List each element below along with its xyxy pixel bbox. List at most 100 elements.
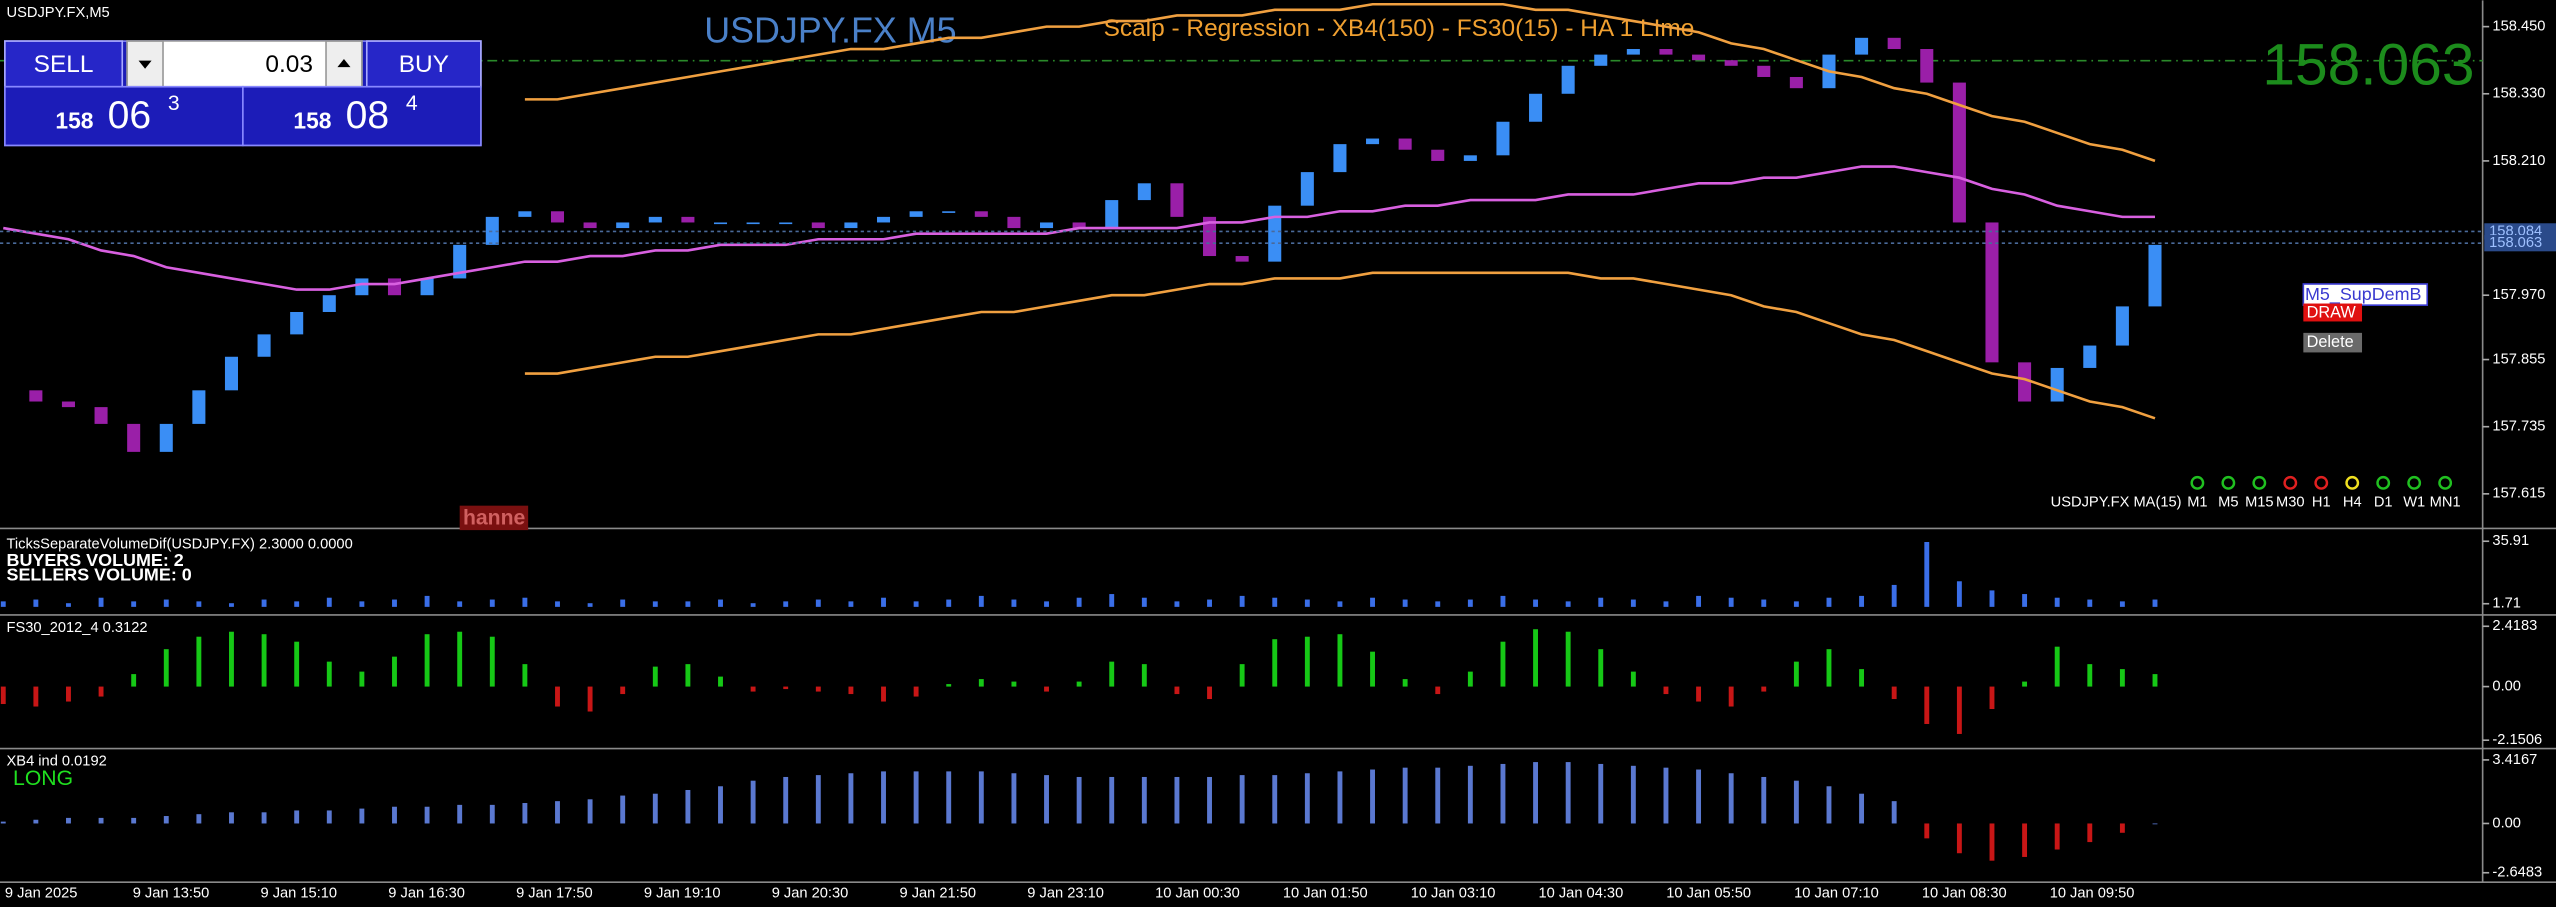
xb4-title: XB4 ind 0.0192: [7, 753, 107, 769]
object-name-box[interactable]: [2302, 283, 2429, 306]
buy-button[interactable]: [365, 40, 482, 88]
histogram-bar: [2087, 823, 2093, 843]
timeframe-label: M15: [2245, 494, 2274, 510]
candle: [1757, 65, 1771, 77]
histogram-bar: [718, 599, 723, 607]
candle: [616, 222, 630, 229]
histogram-bar: [848, 601, 854, 607]
arrow-down: [138, 60, 152, 69]
delete-button[interactable]: [2303, 332, 2363, 353]
histogram-bar: [2054, 823, 2060, 850]
y-tick-label: 3.4167: [2492, 752, 2537, 768]
x-tick-label: 9 Jan 19:10: [644, 886, 721, 902]
y-tick-label: 0.00: [2492, 678, 2521, 694]
x-tick-label: 9 Jan 2025: [5, 886, 78, 902]
xb4-signal: LONG: [13, 767, 73, 790]
timeframe-label: M30: [2276, 494, 2305, 510]
histogram-bar: [0, 821, 6, 824]
histogram-bar: [1956, 581, 1962, 607]
histogram-bar: [620, 686, 626, 695]
histogram-bar: [913, 601, 919, 607]
y-tick-label: 157.735: [2492, 419, 2545, 435]
candle: [1920, 49, 1934, 83]
histogram-bar: [457, 601, 463, 607]
histogram-bar: [1207, 776, 1212, 824]
histogram-bar: [652, 601, 658, 607]
candle: [1398, 138, 1412, 150]
candle: [1626, 49, 1640, 55]
candle: [355, 278, 369, 296]
histogram-bar: [1533, 629, 1539, 687]
price-label: 158.063: [2489, 235, 2542, 251]
object-name: M5_SupDemB: [2305, 284, 2422, 305]
histogram-bar: [457, 631, 463, 687]
histogram-bar: [1272, 639, 1278, 687]
histogram-bar: [163, 599, 169, 607]
timeframe-label: H4: [2343, 494, 2362, 510]
histogram-bar: [326, 661, 332, 687]
volume-title: TicksSeparateVolumeDif(USDJPY.FX) 2.3000…: [7, 537, 353, 553]
histogram-bar: [587, 603, 593, 607]
candle: [1333, 144, 1347, 173]
histogram-bar: [294, 810, 300, 824]
indicator-title: Scalp - Regression - XB4(150) - FS30(15)…: [1104, 15, 1695, 42]
candle: [1855, 37, 1869, 55]
histogram-bar: [1761, 599, 1767, 607]
histogram-bar: [783, 776, 789, 824]
histogram-bar: [229, 603, 234, 607]
candle: [583, 222, 597, 229]
indicator-label: USDJPY.FX MA(15): [2051, 494, 2182, 510]
timeframe-dot: [2283, 475, 2298, 490]
y-tick-label: 157.970: [2492, 287, 2545, 303]
histogram-bar: [881, 597, 886, 607]
histogram-bar: [1891, 686, 1897, 700]
histogram-bar: [1044, 775, 1049, 824]
draw-button[interactable]: [2303, 303, 2363, 322]
lot-decrease[interactable]: [126, 40, 164, 88]
histogram-bar: [1728, 773, 1734, 824]
candle: [1137, 183, 1151, 201]
bid-pips: 06: [108, 94, 152, 137]
candle: [942, 211, 956, 213]
histogram-bar: [2022, 823, 2028, 857]
overlay-line: [3, 165, 2155, 291]
bid-box[interactable]: [4, 85, 244, 147]
candle: [1463, 155, 1477, 161]
candle: [224, 356, 238, 391]
overlay-line: [524, 271, 2156, 420]
histogram-bar: [1989, 823, 1995, 861]
x-tick-label: 10 Jan 05:50: [1666, 886, 1751, 902]
timeframe-dot: [2407, 475, 2422, 490]
histogram-bar: [1630, 765, 1636, 824]
histogram-bar: [1924, 686, 1930, 724]
histogram-bar: [1174, 686, 1180, 695]
x-tick-label: 10 Jan 08:30: [1922, 886, 2007, 902]
candle: [779, 222, 793, 225]
histogram-bar: [359, 601, 365, 607]
overlay-line: [524, 2, 2156, 163]
histogram-bar: [1630, 671, 1636, 687]
candle: [192, 390, 206, 424]
ask-box[interactable]: [242, 85, 482, 147]
histogram-bar: [1272, 597, 1278, 607]
candle: [1724, 60, 1738, 66]
histogram-bar: [946, 771, 952, 824]
histogram-bar: [620, 795, 626, 824]
x-tick-label: 9 Jan 17:50: [516, 886, 593, 902]
histogram-bar: [555, 801, 560, 824]
x-tick-label: 10 Jan 03:10: [1411, 886, 1496, 902]
histogram-bar: [1174, 776, 1180, 824]
histogram-bar: [1663, 601, 1669, 607]
histogram-bar: [1761, 686, 1767, 692]
histogram-bar: [913, 686, 919, 697]
bid-fraction: 3: [168, 92, 180, 115]
candle: [2083, 345, 2097, 368]
histogram-bar: [131, 817, 137, 824]
histogram-bar: [98, 817, 104, 824]
histogram-bar: [326, 597, 332, 607]
candle: [2050, 367, 2064, 402]
histogram-bar: [522, 597, 528, 607]
candle: [811, 222, 825, 229]
histogram-bar: [1696, 769, 1702, 824]
